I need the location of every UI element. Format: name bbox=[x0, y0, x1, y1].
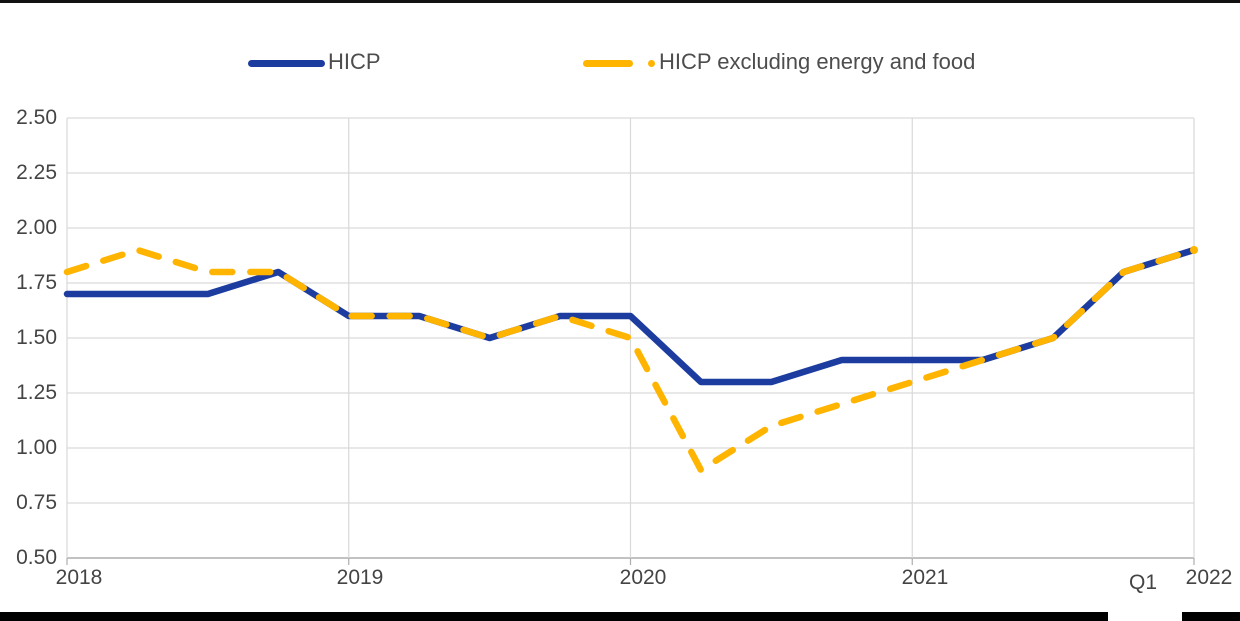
y-axis-label: 1.25 bbox=[16, 381, 57, 404]
x-axis-label: 2021 bbox=[901, 566, 949, 589]
y-axis-label: 2.50 bbox=[16, 106, 57, 129]
core-hicp-line bbox=[63, 246, 1198, 474]
y-axis-label: 2.25 bbox=[16, 161, 57, 184]
y-axis-label: 0.75 bbox=[16, 491, 57, 514]
y-axis-label: 1.50 bbox=[16, 326, 57, 349]
top-border-line bbox=[0, 0, 1240, 3]
core-hicp-legend-dash-swatch bbox=[583, 59, 633, 67]
bottom-bar-right-segment bbox=[1182, 612, 1240, 621]
core-hicp-legend-label: HICP excluding energy and food bbox=[659, 49, 976, 74]
last-point-dot bbox=[1190, 246, 1198, 254]
y-axis-label: 0.50 bbox=[16, 546, 57, 569]
hicp-legend-label: HICP bbox=[328, 49, 381, 74]
hicp-legend-line-swatch bbox=[248, 59, 325, 67]
legend-item-core-hicp: HICP excluding energy and food bbox=[583, 49, 975, 75]
x-axis-label: 2020 bbox=[619, 566, 667, 589]
x-axis-label: 2018 bbox=[55, 566, 103, 589]
x-axis-label: 2019 bbox=[336, 566, 384, 589]
y-axis-label: 1.00 bbox=[16, 436, 57, 459]
core-hicp-legend-dot-swatch bbox=[648, 59, 655, 67]
x-axis-label: 2022 bbox=[1185, 566, 1233, 589]
y-axis-label: 1.75 bbox=[16, 271, 57, 294]
legend-item-hicp: HICP bbox=[248, 49, 381, 75]
bottom-bar-left-segment bbox=[0, 612, 1108, 621]
y-axis-label: 2.00 bbox=[16, 216, 57, 239]
x-axis-label: Q1 bbox=[1128, 571, 1158, 594]
